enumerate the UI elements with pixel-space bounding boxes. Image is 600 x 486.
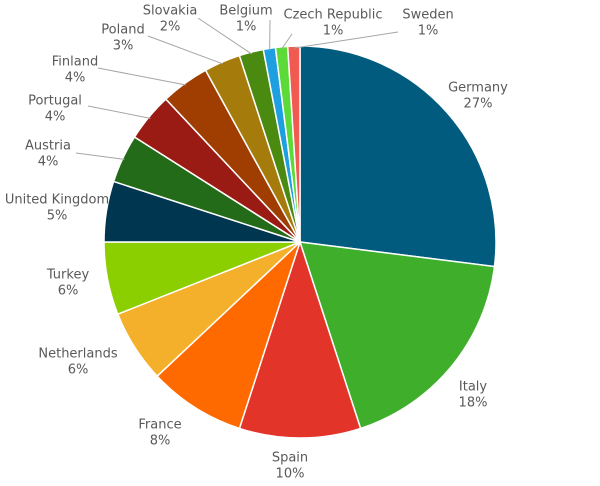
leader-line — [97, 67, 187, 86]
slice-value-label: 1% — [236, 20, 257, 35]
slice-value-label: 4% — [65, 71, 86, 86]
pie-slice — [286, 45, 301, 243]
slice-label: Czech Republic — [284, 8, 383, 23]
slice-value-label: 2% — [160, 20, 181, 35]
slice-value-label: 10% — [276, 467, 305, 482]
slice-label: Germany — [448, 81, 508, 96]
leader-line — [87, 105, 151, 119]
leader-line — [75, 152, 125, 160]
slice-value-label: 8% — [150, 434, 171, 449]
slice-label: Italy — [459, 380, 488, 395]
leader-line — [197, 17, 253, 55]
slice-value-label: 6% — [58, 284, 79, 299]
slice-value-label: 27% — [464, 97, 493, 112]
pie-slice — [298, 241, 496, 430]
slice-label: Austria — [25, 139, 71, 154]
slice-value-label: 1% — [418, 24, 439, 39]
slice-label: Finland — [52, 55, 98, 70]
leader-line — [281, 33, 293, 50]
slice-label: Turkey — [46, 268, 90, 283]
pie-slice — [156, 241, 301, 430]
slice-label: Slovakia — [143, 4, 198, 19]
slice-label: United Kingdom — [5, 193, 109, 208]
slice-value-label: 4% — [38, 155, 59, 170]
slice-label: France — [138, 418, 181, 433]
slice-value-label: 3% — [113, 39, 134, 54]
slice-label: Portugal — [28, 94, 82, 109]
slice-value-label: 6% — [68, 363, 89, 378]
pie-slice — [299, 45, 497, 268]
slice-label: Sweden — [402, 8, 453, 23]
leader-line — [293, 31, 399, 49]
leader-line — [147, 35, 224, 65]
slice-value-label: 4% — [45, 110, 66, 125]
slice-label: Netherlands — [38, 347, 117, 362]
slice-label: Belgium — [219, 4, 272, 19]
pie-slice — [238, 239, 362, 439]
slice-label: Poland — [101, 23, 144, 38]
slice-value-label: 1% — [323, 24, 344, 39]
slice-value-label: 5% — [47, 209, 68, 224]
slice-label: Spain — [272, 451, 308, 466]
slice-value-label: 18% — [459, 396, 488, 411]
